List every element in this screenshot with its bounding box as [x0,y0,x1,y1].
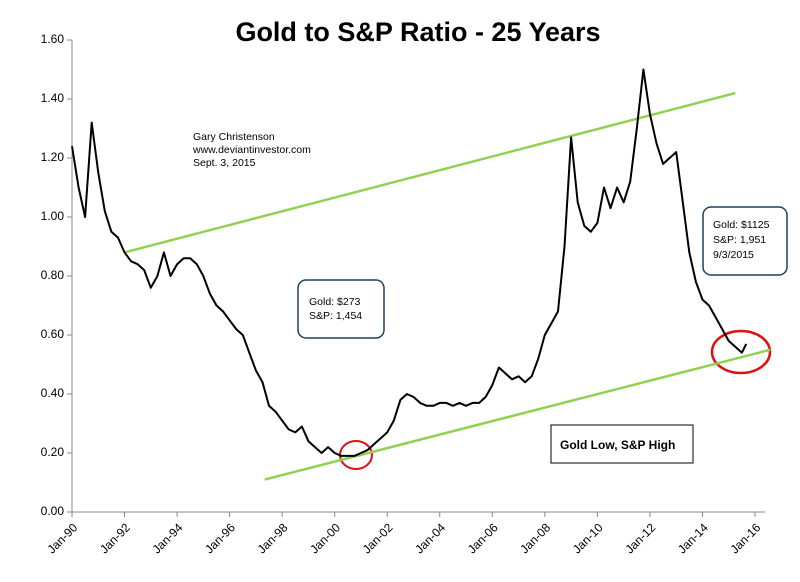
trend-line [124,91,736,254]
annotation-box [550,424,694,464]
y-tick-label: 0.40 [41,386,65,400]
annotation-text: Sept. 3, 2015 [193,157,256,169]
annotation-text: S&P: 1,454 [309,310,362,322]
annotation-text: S&P: 1,951 [713,234,766,246]
annotation-text: Gold: $1125 [713,219,770,231]
y-tick-label: 1.00 [41,209,65,223]
annotation-text: Gary Christenson [193,131,275,143]
y-tick-label: 1.40 [41,91,65,105]
y-tick-label: 0.80 [41,268,65,282]
data-line [71,68,748,457]
y-tick-label: 1.20 [41,150,65,164]
annotation-text: Gold Low, S&P High [560,438,675,452]
y-tick-label: 0.20 [41,445,65,459]
annotation-box [702,206,788,276]
annotation-text: www.deviantinvestor.com [192,144,311,156]
annotation-box [297,279,385,339]
annotation-text: 9/3/2015 [713,249,754,261]
y-tick-label: 1.60 [41,32,65,46]
highlight-circle [710,329,772,375]
trend-line [264,348,771,481]
annotation-text: Gold: $273 [309,296,361,308]
y-tick-label: 0.00 [41,504,65,518]
chart-title: Gold to S&P Ratio - 25 Years [235,17,600,47]
y-tick-label: 0.60 [41,327,65,341]
